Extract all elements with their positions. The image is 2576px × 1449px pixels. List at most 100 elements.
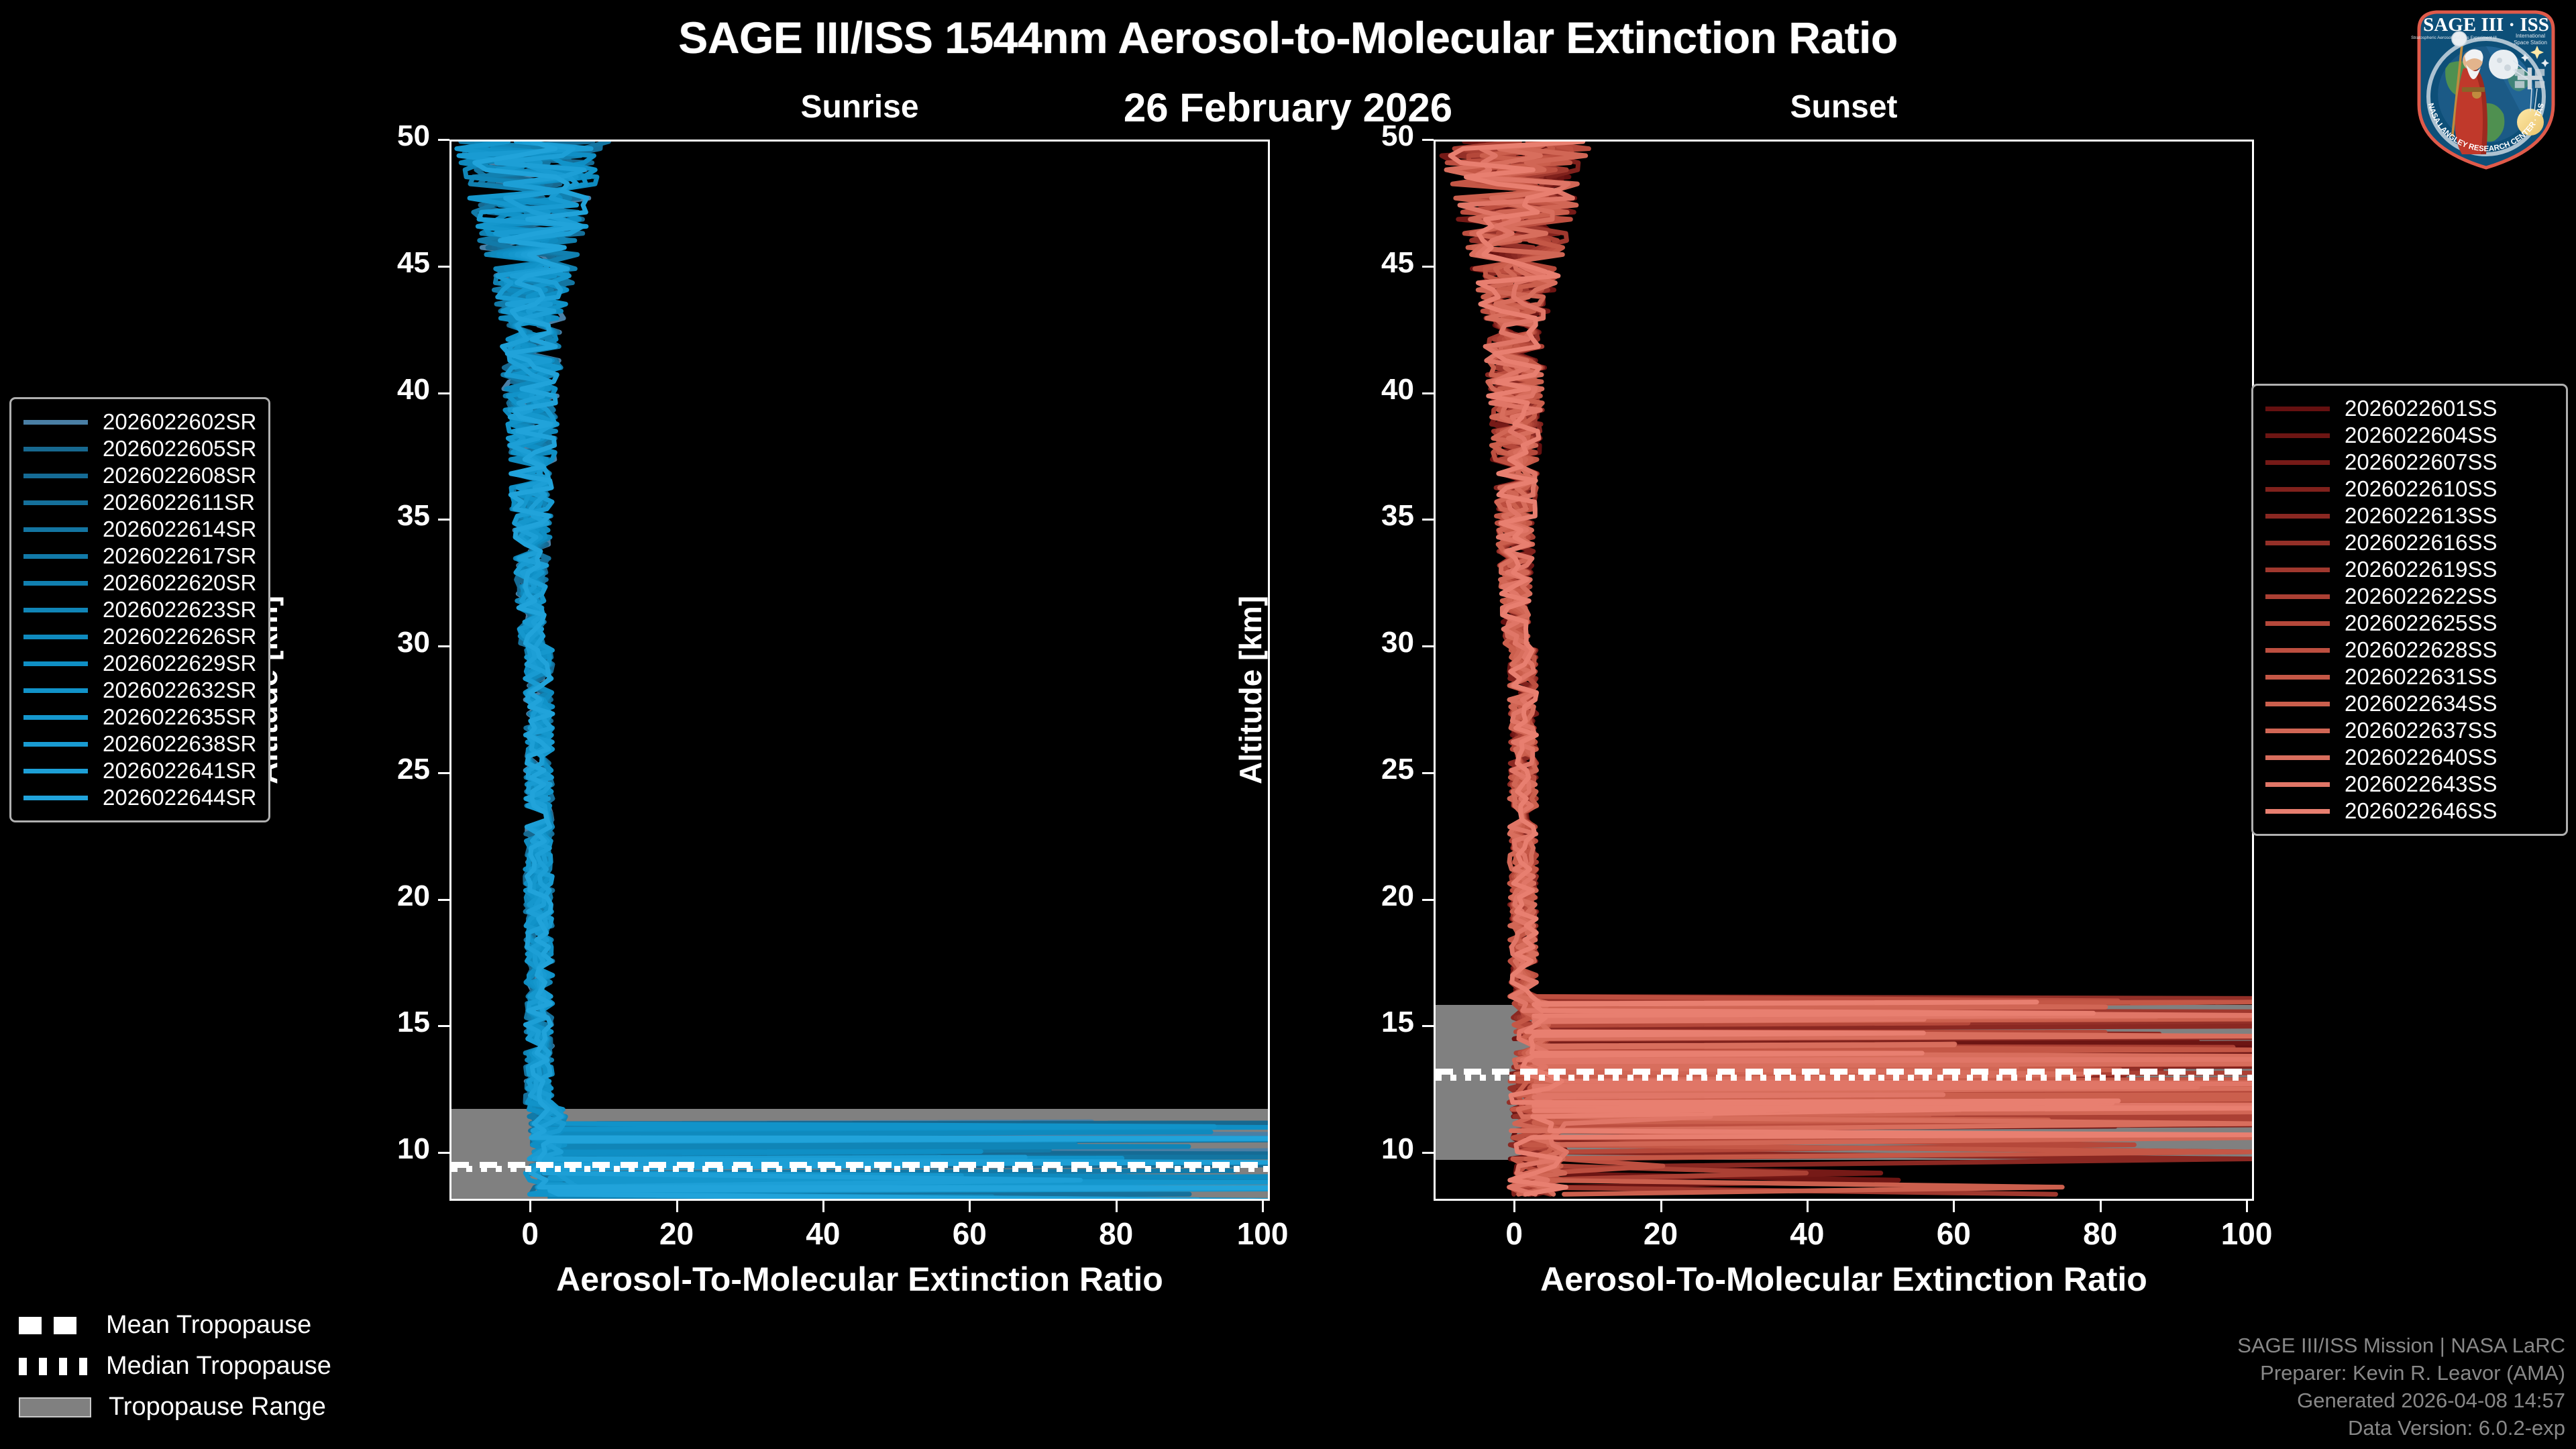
series-line [456,142,1268,1199]
y-axis-tick-label: 30 [1381,626,1414,659]
legend-color-line-icon [23,795,88,800]
legend-item[interactable]: 2026022614SR [23,516,256,543]
legend-item[interactable]: 2026022643SS [2265,771,2554,798]
x-axis-tick-label: 60 [1936,1216,1971,1251]
y-axis-tick-label: 15 [1381,1006,1414,1039]
sunset-series-legend[interactable]: 2026022601SS 2026022604SS 2026022607SS 2026… [2251,384,2568,836]
legend-item[interactable]: 2026022602SR [23,409,256,435]
legend-color-line-icon [23,768,88,773]
legend-item[interactable]: 2026022626SR [23,623,256,650]
legend-item[interactable]: 2026022611SR [23,489,256,516]
y-axis-tick-label: 30 [397,626,430,659]
legend-color-line-icon [23,446,88,451]
legend-color-line-icon [23,661,88,666]
legend-item[interactable]: 2026022619SS [2265,556,2554,583]
legend-item-label: 2026022608SR [103,463,257,488]
y-axis-tick-label: 35 [397,499,430,533]
legend-item[interactable]: 2026022640SS [2265,744,2554,771]
y-axis-tick-label: 45 [397,246,430,279]
series-line [494,142,1268,1199]
legend-color-line-icon [2265,406,2330,411]
y-axis-tick [438,1025,449,1028]
chart-date-subtitle: 26 February 2026 [1123,85,1453,130]
series-line [458,142,1268,1199]
legend-item[interactable]: 2026022637SS [2265,717,2554,744]
legend-item[interactable]: 2026022613SS [2265,502,2554,529]
legend-item[interactable]: 2026022623SR [23,596,256,623]
y-axis-tick-label: 10 [397,1132,430,1166]
legend-item[interactable]: 2026022620SR [23,570,256,596]
y-axis-tick-label: 20 [397,879,430,912]
legend-item[interactable]: 2026022607SS [2265,449,2554,476]
legend-item-label: 2026022611SR [103,490,255,515]
logo-subtitle-left: Stratospheric Aerosol and Gas Experiment… [2411,36,2497,40]
legend-item[interactable]: 2026022616SS [2265,529,2554,556]
series-line [462,142,1191,1199]
legend-item[interactable]: 2026022604SS [2265,422,2554,449]
legend-item-label: 2026022640SS [2345,745,2498,769]
legend-color-line-icon [2265,433,2330,438]
legend-item-label: 2026022632SR [103,678,257,702]
x-axis-tick [1660,1201,1662,1212]
legend-item[interactable]: 2026022646SS [2265,798,2554,824]
x-axis-tick [2099,1201,2102,1212]
legend-item[interactable]: 2026022628SS [2265,637,2554,663]
legend-item[interactable]: 2026022641SR [23,757,256,784]
legend-color-line-icon [23,741,88,747]
legend-item-label: 2026022610SS [2345,476,2498,501]
legend-color-line-icon [2265,594,2330,599]
sage-iii-iss-mission-patch-logo: SAGE III · ISS Stratospheric Aerosol and… [2403,0,2567,172]
panel-label-sunrise: Sunrise [800,89,919,125]
legend-item-label: 2026022604SS [2345,423,2498,447]
legend-item-label: 2026022629SR [103,651,257,676]
legend-item[interactable]: 2026022632SR [23,677,256,704]
legend-item[interactable]: 2026022634SS [2265,690,2554,717]
logo-title-text: SAGE III · ISS [2423,14,2549,36]
series-lines [454,142,1268,1199]
legend-label-median-tropopause: Median Tropopause [106,1352,331,1380]
logo-subtitle-right-1: International [2516,33,2545,39]
legend-item[interactable]: 2026022629SR [23,650,256,677]
x-axis-tick-label: 20 [659,1216,694,1251]
legend-item[interactable]: 2026022610SS [2265,476,2554,502]
x-axis-tick [822,1201,824,1212]
y-axis-tick [438,771,449,774]
legend-item-label: 2026022605SR [103,436,257,461]
x-axis-tick-label: 60 [952,1216,987,1251]
y-axis-tick [1422,898,1434,901]
legend-item[interactable]: 2026022635SR [23,704,256,731]
legend-color-line-icon [2265,567,2330,572]
legend-item[interactable]: 2026022625SS [2265,610,2554,637]
legend-item-label: 2026022622SS [2345,584,2498,608]
legend-item-label: 2026022635SR [103,704,257,729]
legend-item-label: 2026022641SR [103,758,257,783]
y-axis-tick-label: 25 [1381,752,1414,786]
legend-item-label: 2026022637SS [2345,718,2498,743]
x-axis-tick-label: 100 [1236,1216,1289,1251]
y-axis-tick [1422,265,1434,268]
legend-item[interactable]: 2026022622SS [2265,583,2554,610]
footer-line: Data Version: 6.0.2-exp [2348,1416,2565,1440]
series-line [461,142,1268,1199]
y-axis-tick [1422,1152,1434,1155]
sunrise-series-legend[interactable]: 2026022602SR 2026022605SR 2026022608SR 2026… [9,397,271,822]
legend-item[interactable]: 2026022631SS [2265,663,2554,690]
legend-item[interactable]: 2026022608SR [23,462,256,489]
legend-color-line-icon [2265,674,2330,680]
y-axis-tick [438,519,449,521]
legend-item-label: 2026022602SR [103,409,257,434]
legend-item-label: 2026022619SS [2345,557,2498,582]
legend-item[interactable]: 2026022601SS [2265,395,2554,422]
legend-item-label: 2026022638SR [103,731,257,756]
legend-item[interactable]: 2026022638SR [23,731,256,757]
legend-item[interactable]: 2026022644SR [23,784,256,811]
y-axis-tick [1422,645,1434,648]
legend-item[interactable]: 2026022605SR [23,435,256,462]
x-axis-tick-label: 100 [2220,1216,2273,1251]
x-axis-tick [529,1201,532,1212]
x-axis-tick [1953,1201,1955,1212]
legend-item[interactable]: 2026022617SR [23,543,256,570]
legend-item-label: 2026022646SS [2345,798,2498,823]
x-axis-tick [1115,1201,1118,1212]
legend-item-label: 2026022644SR [103,785,257,810]
